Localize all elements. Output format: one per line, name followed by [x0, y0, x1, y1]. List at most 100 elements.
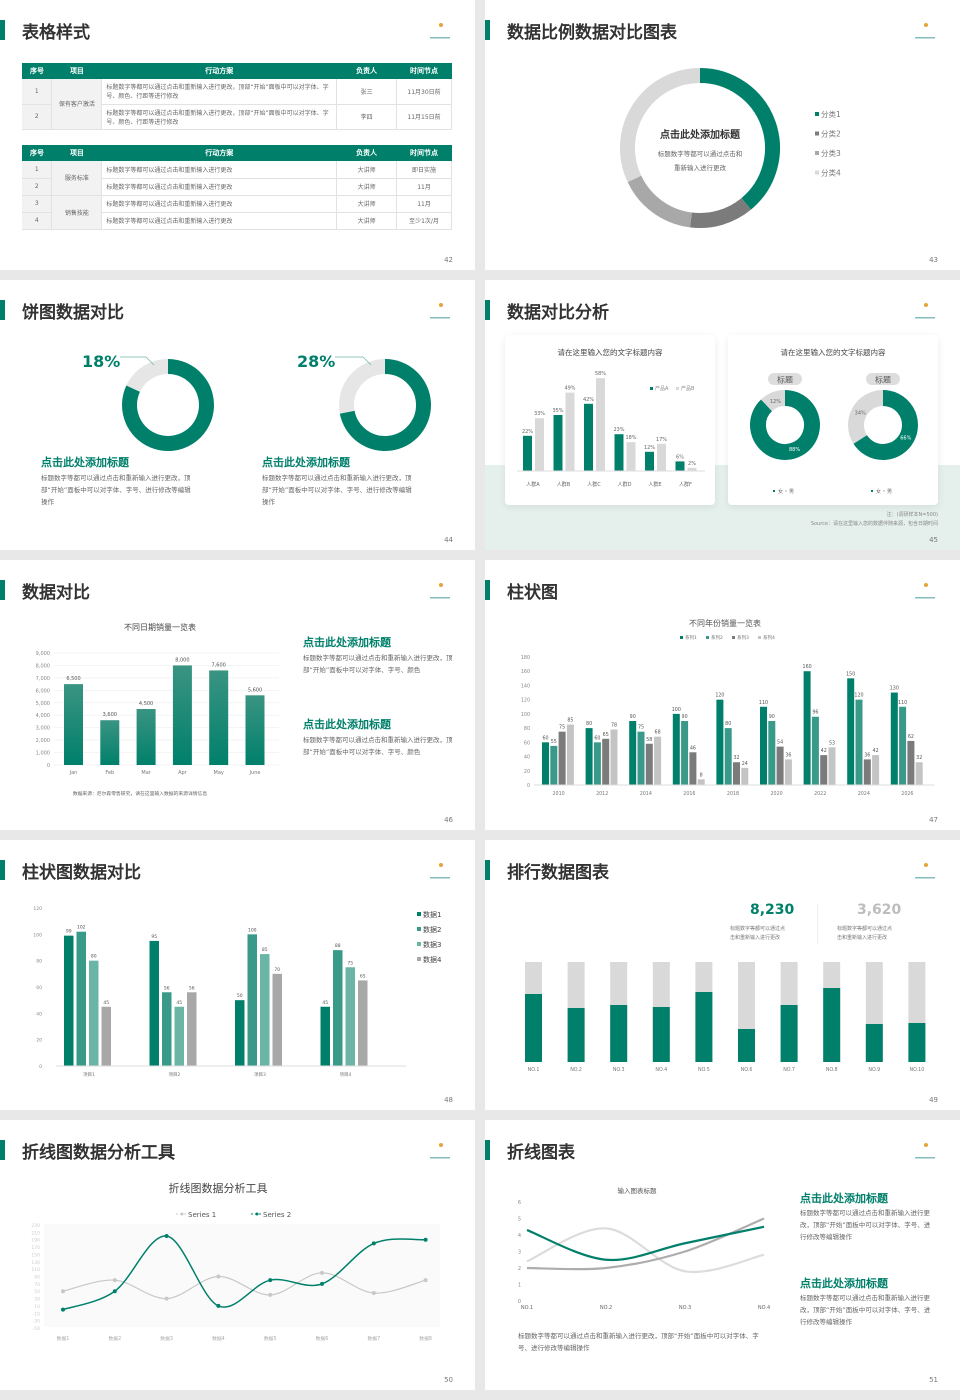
- data-label: 54: [777, 740, 783, 746]
- title-accent-bar: [0, 300, 5, 320]
- gender-donut-slice: [761, 390, 786, 412]
- owner-cell: 大讲师: [336, 195, 398, 213]
- y-tick-label: 210: [31, 1230, 40, 1236]
- data-label: 23%: [613, 427, 624, 433]
- bar: [235, 1000, 245, 1066]
- slide-ratio-donut: 数据比例数据对比图表 43 点击此处添加标题 标题数字等都可以通过点击和 重新输入进行更…: [485, 0, 960, 270]
- project-cell: 销售技能: [51, 195, 103, 230]
- legend-swatch: [883, 490, 885, 492]
- item-heading: 点击此处添加标题: [41, 456, 129, 469]
- y-tick-label: 0: [39, 1064, 42, 1070]
- item-text: 标题数字等都可以通过点击和重新输入进行更改，顶部“开始”面板中可以对字体、字号、…: [262, 474, 412, 506]
- y-tick-label: 90: [34, 1275, 40, 1281]
- title-accent-bar: [0, 860, 5, 880]
- slide-title: 折线图数据分析工具: [22, 1143, 175, 1163]
- category-donut-slice: [699, 68, 780, 210]
- bar: [64, 684, 83, 765]
- bar: [172, 665, 192, 765]
- bar: [803, 671, 811, 785]
- crescent-logo-icon: [912, 18, 935, 39]
- page-number: 43: [929, 256, 938, 264]
- line-chart: 输入图表标题 0 1 2 3 4 5 6 NO.1 NO.2 NO.3 NO.4: [518, 1186, 770, 1311]
- bar-value: [567, 1008, 585, 1062]
- legend-swatch: [815, 131, 819, 136]
- item-text: 标题数字等都可以通过点击和重新输入进行更改，顶部“开始”面板中可以对字体、字号、…: [41, 474, 191, 506]
- column-header: 负责人: [336, 63, 397, 79]
- bar: [915, 762, 923, 785]
- y-tick-label: 20: [36, 1038, 42, 1044]
- y-tick-label: 100: [33, 932, 42, 938]
- bar-value: [525, 994, 542, 1062]
- data-label: 80: [586, 721, 592, 727]
- page-number: 46: [444, 816, 453, 824]
- title-pill: [866, 373, 900, 385]
- data-point: [112, 1289, 117, 1294]
- data-label: 100: [672, 707, 681, 713]
- data-label: 50: [237, 993, 243, 999]
- data-label: 17%: [656, 437, 667, 443]
- owner-cell: 张三: [336, 79, 398, 105]
- data-label: 32: [916, 755, 922, 761]
- y-tick-label: 160: [521, 669, 530, 675]
- row-number: 2: [22, 178, 53, 196]
- series-line: [62, 1272, 426, 1300]
- percent-donut-slice: [339, 359, 431, 451]
- legend-swatch: [815, 170, 819, 175]
- percent-donut-slice: [122, 359, 214, 451]
- row-number: 2: [22, 104, 53, 130]
- series-line: [526, 1217, 765, 1271]
- bar: [272, 973, 282, 1066]
- data-label: 32: [733, 755, 739, 761]
- page-number: 42: [444, 256, 453, 264]
- bar: [610, 729, 618, 785]
- column-header: 项目: [51, 145, 102, 161]
- legend-label: 数据3: [423, 940, 441, 949]
- project-cell: 服务标准: [51, 161, 103, 196]
- bar: [89, 960, 99, 1066]
- category-label: 数据7: [367, 1335, 380, 1342]
- bar: [645, 451, 654, 471]
- gender-donut-slice: [853, 390, 918, 460]
- legend-marker: [255, 1212, 259, 1216]
- monthly-sales-bar-chart: 不同日期销量一览表 0 1,000 2,000 3,000 4,000 5,000 6,000…: [36, 622, 279, 797]
- data-label: 42: [821, 748, 827, 754]
- category-label: 2020: [770, 791, 782, 797]
- bar: [890, 692, 898, 785]
- bar: [553, 415, 563, 471]
- legend-label: 数据2: [423, 925, 441, 934]
- data-label: 6%: [676, 454, 684, 460]
- data-label: 18%: [625, 435, 636, 441]
- bar-value: [652, 1007, 670, 1062]
- slide-title: 柱状图: [507, 583, 558, 603]
- y-tick-label: 0: [518, 1299, 521, 1305]
- bar: [697, 779, 705, 785]
- block-heading: 点击此处添加标题: [800, 1192, 888, 1205]
- slide-line-tool: 折线图数据分析工具 50 折线图数据分析工具 Series 1 Series 2 230 2…: [0, 1120, 475, 1390]
- data-label: 85: [567, 718, 573, 724]
- y-tick-label: 120: [521, 698, 530, 704]
- owner-cell: 大讲师: [336, 178, 398, 196]
- y-tick-label: 60: [36, 985, 42, 991]
- y-tick-label: 60: [524, 740, 530, 746]
- stat-value: 3,620: [857, 902, 902, 918]
- data-label: 150: [846, 671, 855, 677]
- bar: [847, 678, 855, 785]
- bar: [626, 442, 636, 471]
- category-label: 项目4: [340, 1072, 352, 1078]
- data-label: 90: [769, 714, 775, 720]
- bar: [654, 736, 662, 785]
- y-tick-label: 30: [34, 1297, 40, 1303]
- row-number: 4: [22, 212, 53, 230]
- bar-value: [780, 1005, 798, 1062]
- gender-donut-slice: [848, 390, 884, 444]
- y-tick-label: 3: [518, 1250, 521, 1256]
- crescent-logo-icon: [427, 299, 450, 319]
- plan-cell: 标题数字等都可以通过点击和重新输入进行更改: [101, 195, 338, 213]
- data-label: 60: [542, 735, 548, 741]
- category-label: 人群B: [557, 481, 571, 488]
- data-point: [164, 1234, 169, 1239]
- data-label: 33%: [534, 411, 545, 417]
- category-label: NO.8: [826, 1067, 838, 1073]
- source-note: Source：请在这里输入您的数据伴随来源，包含日期时间: [810, 521, 938, 527]
